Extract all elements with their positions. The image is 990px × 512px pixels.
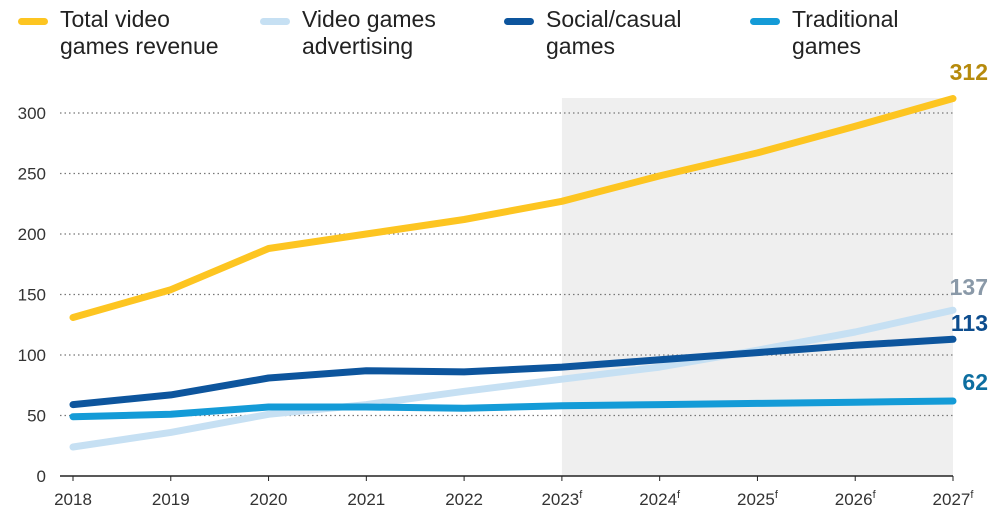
- y-tick-label: 150: [18, 286, 46, 305]
- end-label-social: 113: [951, 310, 988, 336]
- legend-swatch-traditional: [750, 18, 780, 25]
- y-tick-label: 300: [18, 104, 46, 123]
- series-line-advertising: [69, 306, 957, 451]
- end-label-advertising: 137: [950, 274, 988, 300]
- end-label-traditional: 62: [962, 369, 988, 395]
- y-tick-label: 200: [18, 225, 46, 244]
- x-tick-label: 2018: [54, 490, 92, 509]
- legend-label-advertising: Video games advertising: [302, 6, 436, 59]
- x-tick-label: 2024f: [639, 489, 681, 509]
- x-tick-label: 2023f: [541, 489, 583, 509]
- y-tick-label: 100: [18, 346, 46, 365]
- legend: Total video games revenue Video games ad…: [0, 6, 990, 66]
- legend-label-traditional: Traditional games: [792, 6, 899, 59]
- legend-swatch-total: [18, 18, 48, 25]
- legend-label-social: Social/casual games: [546, 6, 682, 59]
- x-tick-label: 2027f: [933, 489, 975, 509]
- y-tick-label: 0: [37, 467, 46, 486]
- legend-swatch-social: [504, 18, 534, 25]
- x-tick-label: 2019: [152, 490, 190, 509]
- forecast-region: [561, 98, 953, 476]
- y-tick-label: 250: [18, 165, 46, 184]
- x-tick-label: 2022: [445, 490, 483, 509]
- legend-label-total: Total video games revenue: [60, 6, 219, 59]
- series-line-social: [69, 335, 957, 409]
- legend-swatch-advertising: [260, 18, 290, 25]
- end-label-total: 312: [950, 59, 988, 85]
- x-tick-label: 2025f: [737, 489, 779, 509]
- x-tick-label: 2020: [250, 490, 288, 509]
- series-line-total: [69, 95, 957, 321]
- x-tick-label: 2026f: [835, 489, 877, 509]
- y-tick-label: 50: [27, 407, 46, 426]
- x-tick-label: 2021: [347, 490, 385, 509]
- series-line-traditional: [69, 397, 957, 421]
